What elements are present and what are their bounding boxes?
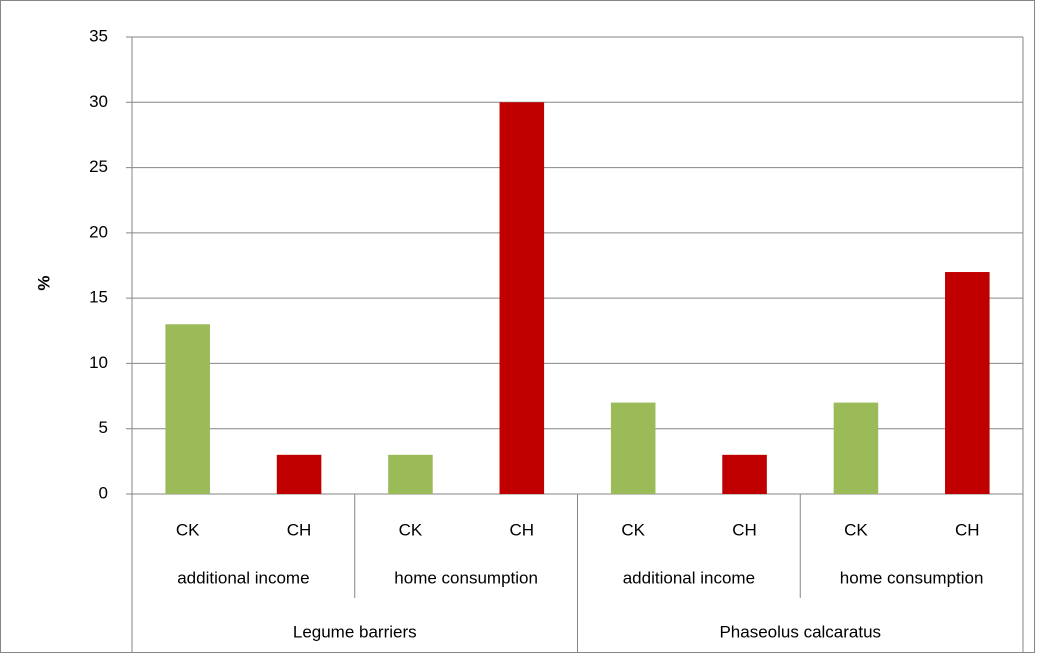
- subgroup-label: home consumption: [394, 568, 538, 587]
- x-tick-label: CH: [510, 520, 535, 539]
- x-tick-label: CH: [955, 520, 980, 539]
- bar: [388, 454, 433, 494]
- x-tick-label: CK: [176, 520, 200, 539]
- subgroup-label: additional income: [623, 568, 755, 587]
- x-tick-label: CK: [621, 520, 645, 539]
- bar: [499, 102, 545, 495]
- y-axis-label: %: [34, 275, 53, 290]
- y-tick-label: 25: [89, 157, 108, 176]
- bar: [276, 454, 322, 494]
- x-tick-label: CK: [844, 520, 868, 539]
- x-tick-label: CK: [399, 520, 423, 539]
- bar: [610, 402, 656, 494]
- bar: [722, 454, 767, 494]
- x-tick-label: CH: [732, 520, 757, 539]
- y-tick-label: 0: [99, 483, 108, 502]
- y-tick-label: 30: [89, 92, 108, 111]
- subgroup-label: home consumption: [840, 568, 984, 587]
- bar: [945, 272, 990, 494]
- bar: [833, 402, 879, 494]
- subgroup-label: additional income: [177, 568, 309, 587]
- y-tick-label: 15: [89, 288, 108, 307]
- group-label: Phaseolus calcaratus: [719, 622, 881, 641]
- y-tick-label: 20: [89, 222, 108, 241]
- x-tick-label: CH: [287, 520, 312, 539]
- y-tick-label: 5: [99, 418, 108, 437]
- group-label: Legume barriers: [293, 622, 417, 641]
- y-tick-label: 35: [89, 26, 108, 45]
- bar: [165, 324, 210, 494]
- y-tick-label: 10: [89, 353, 108, 372]
